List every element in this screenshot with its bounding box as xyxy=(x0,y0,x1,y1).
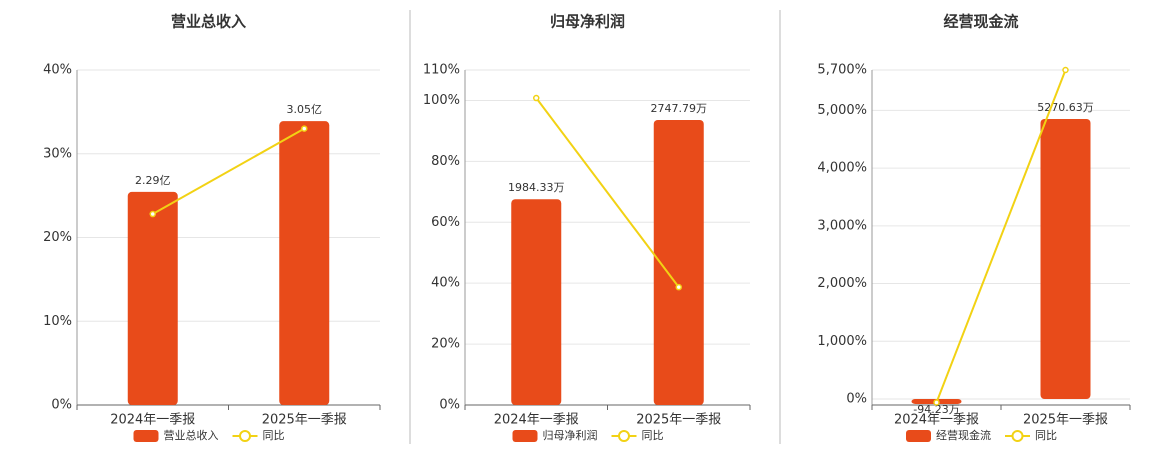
line xyxy=(935,69,1067,403)
legend-swatch xyxy=(133,430,159,442)
y-tick-label: 10% xyxy=(43,314,72,329)
y-tick-label: 5,700% xyxy=(817,63,867,78)
legend-swatch xyxy=(1011,430,1024,442)
chart-title: 经营现金流 xyxy=(943,13,1018,31)
x-tick-label: 2025年一季报 xyxy=(1023,413,1108,428)
line-point xyxy=(1062,66,1069,74)
data-label: 5270.63万 xyxy=(1037,101,1094,114)
data-label: 2747.79万 xyxy=(651,102,708,115)
legend-label: 同比 xyxy=(263,429,285,442)
data-label: 1984.33万 xyxy=(508,181,565,194)
data-label: -94.23万 xyxy=(913,403,959,416)
bar xyxy=(279,121,330,406)
x-tick-label: 2025年一季报 xyxy=(262,413,347,428)
line-point xyxy=(301,125,308,132)
y-tick-label: 20% xyxy=(431,337,460,352)
bar xyxy=(653,120,704,406)
x-tick-label: 2024年一季报 xyxy=(494,413,579,428)
y-tick-label: 40% xyxy=(431,276,460,291)
legend-label: 经营现金流 xyxy=(936,428,991,442)
y-tick-label: 20% xyxy=(43,230,72,245)
line xyxy=(152,127,305,215)
y-tick-label: 4,000% xyxy=(817,161,867,176)
legend-label: 归母净利润 xyxy=(543,428,598,442)
line-point xyxy=(533,94,540,102)
chart-title: 归母净利润 xyxy=(550,13,625,31)
line-point xyxy=(149,210,156,218)
legend-label: 同比 xyxy=(642,429,664,442)
y-tick-label: 80% xyxy=(431,154,460,169)
y-tick-label: 0% xyxy=(51,398,72,413)
y-tick-label: 110% xyxy=(423,63,460,78)
x-tick-label: 2024年一季报 xyxy=(894,413,979,428)
data-label: 3.05亿 xyxy=(287,103,323,116)
legend-swatch xyxy=(239,430,251,442)
bar xyxy=(511,199,562,405)
legend-label: 同比 xyxy=(1035,429,1057,442)
y-tick-label: 0% xyxy=(846,391,867,406)
x-tick-label: 2025年一季报 xyxy=(636,413,721,428)
line-point xyxy=(675,283,682,291)
y-tick-label: 60% xyxy=(431,215,460,230)
line xyxy=(535,97,680,288)
y-tick-label: 100% xyxy=(423,93,460,108)
data-label: 2.29亿 xyxy=(135,174,171,187)
y-tick-label: 0% xyxy=(439,398,460,413)
line-point xyxy=(933,399,940,406)
legend-swatch xyxy=(512,430,538,442)
legend-swatch xyxy=(906,430,931,442)
y-tick-label: 1,000% xyxy=(817,334,867,349)
y-tick-label: 3,000% xyxy=(817,218,867,233)
legend-label: 营业总收入 xyxy=(164,428,219,442)
x-tick-label: 2024年一季报 xyxy=(110,413,195,428)
y-tick-label: 30% xyxy=(43,146,72,161)
y-tick-label: 2,000% xyxy=(817,276,867,291)
legend-swatch xyxy=(618,430,630,442)
chart-title: 营业总收入 xyxy=(171,13,246,31)
y-tick-label: 5,000% xyxy=(817,103,867,118)
bar xyxy=(127,191,178,405)
y-tick-label: 40% xyxy=(43,63,72,78)
bar xyxy=(1040,118,1091,399)
